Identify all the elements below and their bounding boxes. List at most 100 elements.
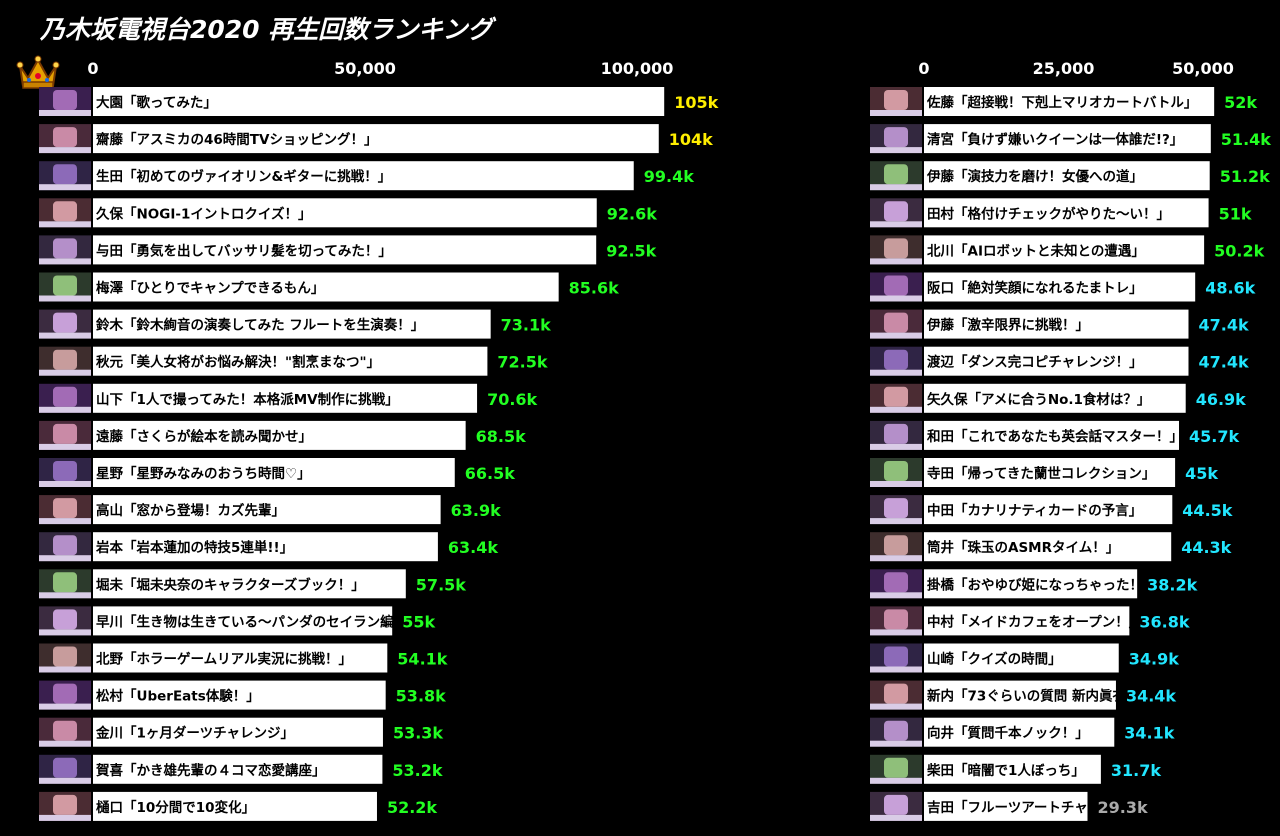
right-thumbnail-figure	[884, 127, 908, 148]
left-thumbnail-figure	[53, 127, 77, 148]
right-bar-label: 渡辺「ダンス完コピチャレンジ！」	[927, 354, 1143, 371]
right-bar-label: 中村「メイドカフェをオープン！」	[927, 613, 1142, 630]
left-thumbnail-caption	[39, 258, 91, 265]
left-bar	[93, 569, 406, 599]
right-thumbnail-figure	[884, 461, 908, 481]
right-value-label: 31.7k	[1111, 761, 1161, 780]
left-thumbnail-caption	[39, 147, 91, 154]
right-thumbnail-figure	[884, 572, 908, 593]
right-bar	[924, 161, 1210, 191]
right-bar-label: 伊藤「演技力を磨け！女優への道」	[926, 168, 1143, 185]
right-thumbnail-figure	[884, 720, 908, 741]
right-thumbnail-caption	[870, 592, 922, 599]
right-bar-label: 阪口「絶対笑顔になれるたまトレ」	[927, 280, 1143, 297]
left-bar	[93, 458, 455, 487]
left-bar	[93, 309, 491, 339]
right-bar-label: 矢久保「アメに合うNo.1食材は？」	[927, 391, 1150, 408]
left-value-label: 72.5k	[497, 353, 547, 372]
left-thumbnail-caption	[39, 295, 91, 302]
left-value-label: 63.4k	[448, 538, 498, 557]
left-thumbnail-figure	[53, 794, 77, 815]
right-thumbnail-caption	[870, 777, 922, 784]
left-thumbnail-figure	[53, 572, 77, 593]
left-thumbnail-figure	[53, 646, 77, 667]
right-bar	[924, 124, 1211, 154]
right-value-label: 45k	[1185, 464, 1218, 483]
right-bar	[924, 643, 1119, 673]
right-value-label: 34.4k	[1126, 687, 1176, 706]
left-bar	[93, 606, 393, 636]
left-bar-label: 齋藤「アスミカの46時間TVショッピング！」	[95, 131, 377, 148]
right-thumbnail-figure	[884, 386, 908, 407]
left-thumbnail-figure	[53, 386, 77, 407]
right-bar-label: 和田「これであなたも英会話マスター！」	[927, 428, 1183, 445]
right-thumbnail-figure	[884, 90, 908, 110]
right-bar-label: 中田「カナリナティカードの予言」	[927, 502, 1142, 519]
left-thumbnail-figure	[53, 757, 77, 778]
right-bar-label: 田村「格付けチェックがやりた〜い！」	[927, 205, 1170, 222]
right-bar	[924, 383, 1186, 413]
right-value-label: 47.4k	[1198, 353, 1248, 372]
left-thumbnail-figure	[53, 535, 77, 556]
left-thumbnail-caption	[39, 332, 91, 339]
left-thumbnail-caption	[39, 221, 91, 228]
left-thumbnail-caption	[39, 481, 91, 487]
right-thumbnail-figure	[884, 757, 908, 778]
right-thumbnail-caption	[870, 406, 922, 413]
left-thumbnail-caption	[39, 443, 91, 450]
right-bar-label: 掛橋「おやゆび姫になっちゃった！」	[927, 576, 1157, 593]
right-thumbnail-figure	[884, 201, 908, 222]
right-thumbnail-caption	[870, 295, 922, 302]
left-bar-label: 生田「初めてのヴァイオリン&ギターに挑戦！」	[96, 168, 391, 185]
left-bar	[93, 680, 386, 710]
left-value-label: 55k	[402, 612, 435, 631]
left-bar-label: 星野「星野みなみのおうち時間♡」	[96, 465, 311, 482]
right-tick-label: 50,000	[1172, 59, 1234, 78]
right-thumbnail-caption	[870, 443, 922, 450]
right-thumbnail-caption	[870, 332, 922, 339]
left-bar-label: 北野「ホラーゲームリアル実況に挑戦！」	[96, 651, 352, 668]
right-value-label: 44.3k	[1181, 538, 1231, 557]
left-bar-label: 早川「生き物は生きている〜パンダのセイラン編〜」	[96, 613, 421, 630]
right-bar-label: 山崎「クイズの時間」	[927, 651, 1062, 668]
right-thumbnail-caption	[870, 184, 922, 191]
left-bar	[93, 87, 665, 116]
right-thumbnail-caption	[870, 555, 922, 562]
left-bar-label: 秋元「美人女将がお悩み解決！"割烹まなつ"」	[96, 354, 380, 371]
right-value-label: 47.4k	[1198, 316, 1248, 335]
chart-title: 乃木坂電視台2020 再生回数ランキング	[40, 15, 493, 44]
left-thumbnail-caption	[39, 518, 91, 525]
right-thumbnail-caption	[870, 666, 922, 673]
right-tick-label: 0	[918, 59, 929, 78]
left-value-label: 104k	[669, 130, 713, 149]
left-thumbnail-caption	[39, 110, 91, 116]
right-bar-label: 伊藤「激辛限界に挑戦！」	[926, 317, 1089, 334]
right-thumbnail-figure	[884, 164, 908, 185]
right-value-label: 50.2k	[1214, 241, 1264, 260]
right-thumbnail-figure	[884, 683, 908, 704]
left-bar	[93, 346, 488, 376]
left-thumbnail-figure	[53, 275, 77, 296]
right-value-label: 51.4k	[1221, 130, 1271, 149]
left-thumbnail-figure	[53, 90, 77, 110]
right-bar-label: 新内「73ぐらいの質問 新内眞衣編」	[927, 688, 1153, 705]
right-thumbnail-figure	[884, 535, 908, 556]
right-value-label: 45.7k	[1189, 427, 1239, 446]
left-bar-label: 梅澤「ひとりでキャンプできるもん」	[96, 280, 324, 297]
right-bar-label: 清宮「負けず嫌いクイーンは一体誰だ!?」	[927, 131, 1183, 148]
left-bar	[93, 420, 466, 450]
right-value-label: 36.8k	[1139, 612, 1189, 631]
left-bar-label: 大園「歌ってみた」	[96, 94, 217, 111]
right-value-label: 48.6k	[1205, 279, 1255, 298]
left-thumbnail-figure	[53, 461, 77, 481]
right-bar-label: 寺田「帰ってきた蘭世コレクション」	[927, 465, 1155, 482]
right-thumbnail-caption	[870, 221, 922, 228]
left-bar-label: 金川「1ヶ月ダーツチャレンジ」	[95, 725, 294, 742]
right-value-label: 51.2k	[1220, 167, 1270, 186]
left-bar	[93, 532, 438, 562]
right-value-label: 34.1k	[1124, 724, 1174, 743]
left-bar-label: 賀喜「かき雄先輩の４コマ恋愛講座」	[95, 762, 326, 779]
right-thumbnail-figure	[884, 349, 908, 370]
left-thumbnail-caption	[39, 184, 91, 191]
left-thumbnail-figure	[53, 609, 77, 630]
